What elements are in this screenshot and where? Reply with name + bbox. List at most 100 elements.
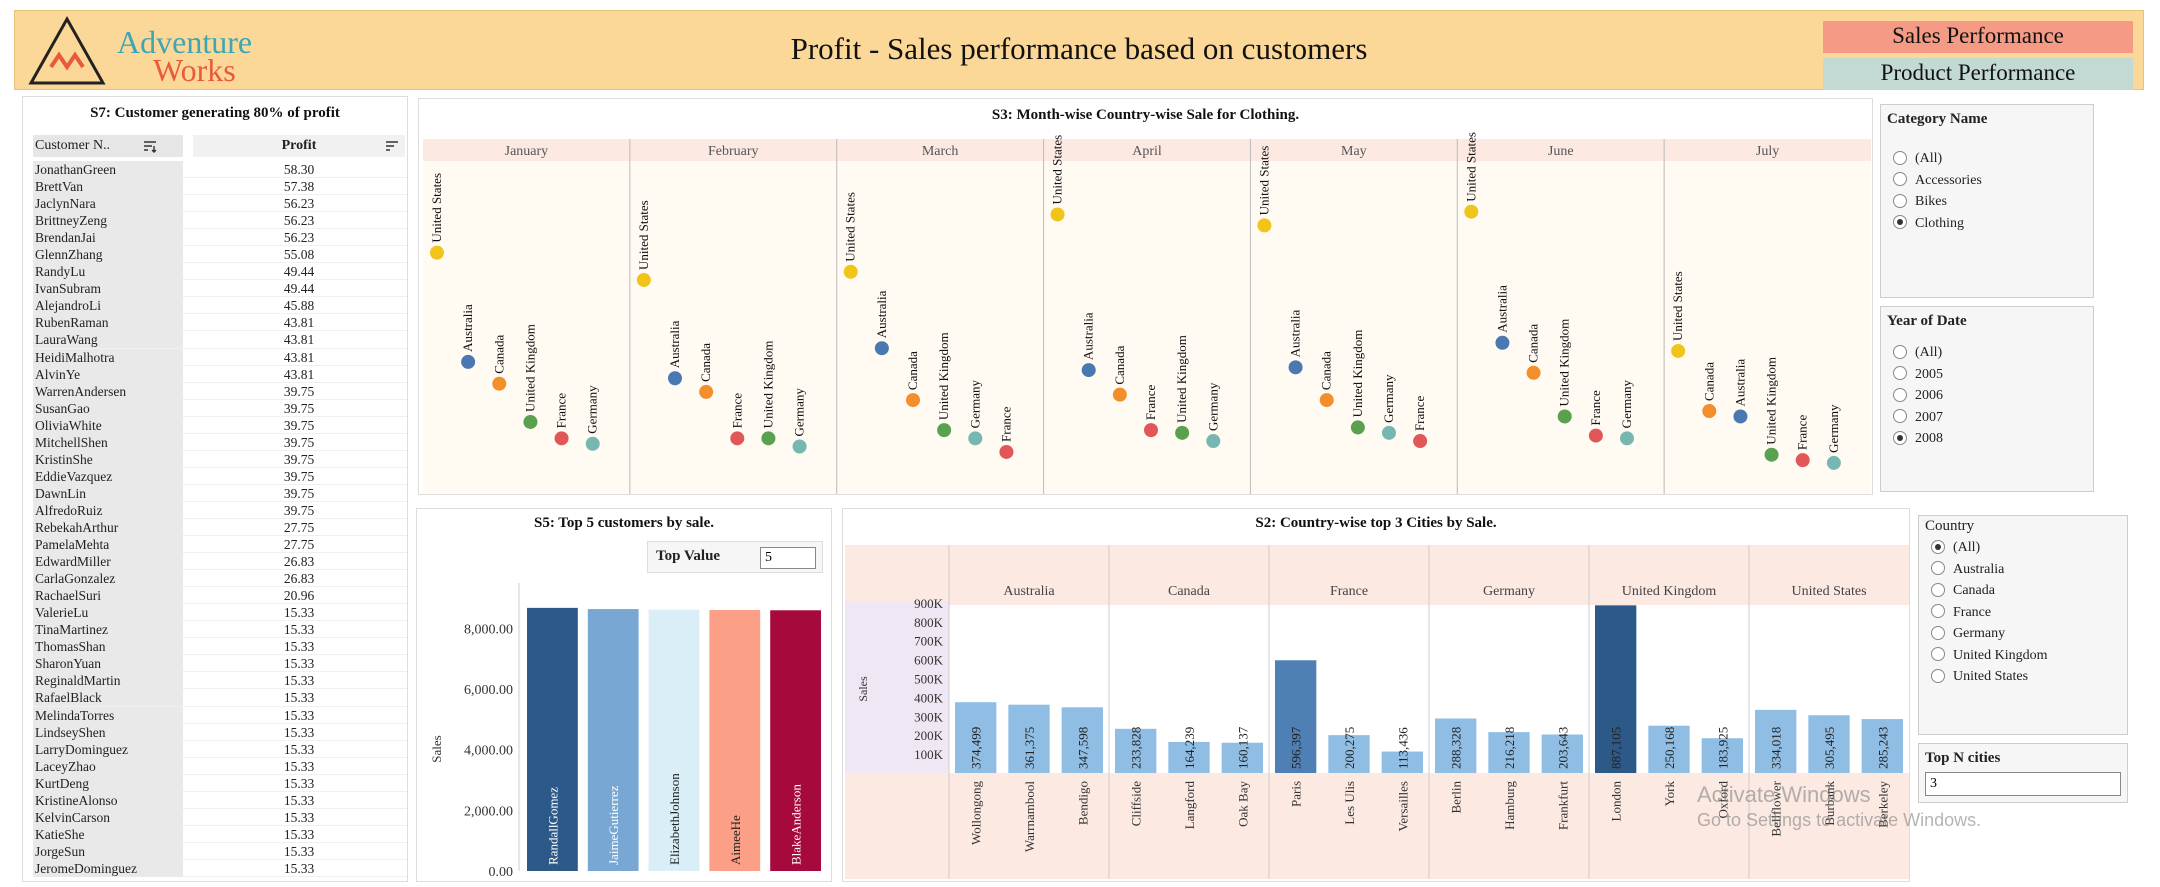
table-row[interactable]: WarrenAndersen 39.75 [33,382,407,400]
s5-bar[interactable] [648,609,700,871]
s2-bar[interactable] [1541,734,1583,773]
table-row[interactable]: BrendanJai 56.23 [33,229,407,247]
s2-bar[interactable] [1168,741,1210,773]
s3-point[interactable] [1557,409,1572,424]
s3-point[interactable] [430,245,444,260]
s3-point[interactable] [1050,207,1065,222]
s2-bar[interactable] [1488,732,1530,773]
top-n-cities-input[interactable] [1925,772,2121,796]
s3-point[interactable] [874,341,889,356]
s2-bar[interactable] [1648,725,1690,773]
s3-point[interactable] [1588,428,1603,443]
s3-point[interactable] [1671,343,1686,358]
category-option-accessories[interactable]: Accessories [1893,171,1982,191]
table-row[interactable]: KatieShe 15.33 [33,825,407,843]
s3-point[interactable] [1702,404,1717,419]
table-row[interactable]: RafaelBlack 15.33 [33,689,407,707]
year-option-2006[interactable]: 2006 [1893,386,1943,406]
s2-bar[interactable] [1275,660,1317,773]
s3-point[interactable] [554,431,569,446]
s3-point[interactable] [1826,455,1841,470]
top-value-input[interactable] [760,547,816,569]
s2-bar[interactable] [1328,735,1370,773]
table-row[interactable]: ValerieLu 15.33 [33,604,407,622]
s3-point[interactable] [1144,423,1158,438]
table-row[interactable]: EddieVazquez 39.75 [33,467,407,485]
s3-point[interactable] [1319,393,1334,408]
s5-bar[interactable] [770,610,821,871]
year-option-2007[interactable]: 2007 [1893,408,1943,428]
s3-point[interactable] [1733,409,1748,424]
table-row[interactable]: BrettVan 57.38 [33,178,407,196]
radio-icon[interactable] [1931,604,1945,619]
s3-point[interactable] [1206,434,1221,449]
s3-point[interactable] [523,414,538,429]
country-option-germany[interactable]: Germany [1931,624,2005,644]
s3-point[interactable] [843,264,858,279]
radio-icon[interactable] [1931,625,1945,640]
category-option-all[interactable]: (All) [1893,149,1942,169]
s3-point[interactable] [999,444,1014,459]
s2-bar[interactable] [1808,715,1850,773]
table-row[interactable]: KelvinCarson 15.33 [33,808,407,826]
table-row[interactable]: IvanSubram 49.44 [33,280,407,298]
radio-icon[interactable] [1931,582,1945,597]
category-option-bikes[interactable]: Bikes [1893,192,1947,212]
country-option-france[interactable]: France [1931,603,1991,623]
table-row[interactable]: SusanGao 39.75 [33,399,407,417]
s2-bar[interactable] [955,702,997,773]
table-row[interactable]: JonathanGreen 58.30 [33,161,407,179]
s3-point[interactable] [668,371,682,386]
s3-point[interactable] [1382,425,1396,440]
table-row[interactable]: HeidiMalhotra 43.81 [33,348,407,366]
s2-bar[interactable] [1061,707,1103,773]
s3-point[interactable] [636,272,651,287]
radio-icon[interactable] [1931,668,1945,683]
country-option-all[interactable]: (All) [1931,538,1980,558]
s3-point[interactable] [1620,431,1634,446]
s3-point[interactable] [1413,434,1428,449]
s2-bar[interactable] [1755,709,1797,773]
radio-icon[interactable] [1893,409,1907,424]
s3-point[interactable] [968,431,983,446]
table-row[interactable]: JeromeDominguez 15.33 [33,859,407,877]
s2-bar[interactable] [1381,751,1423,773]
radio-icon[interactable] [1893,387,1907,402]
s3-point[interactable] [937,423,952,438]
table-row[interactable]: LaceyZhao 15.33 [33,757,407,775]
s5-bar[interactable] [709,609,761,871]
s3-point[interactable] [1795,453,1810,468]
table-row[interactable]: TinaMartinez 15.33 [33,621,407,639]
table-row[interactable]: LauraWang 43.81 [33,331,407,349]
sales-performance-button[interactable]: Sales Performance [1823,21,2133,53]
s3-point[interactable] [699,384,714,399]
s3-point[interactable] [1495,335,1510,350]
s5-bar[interactable] [587,609,639,871]
s3-point[interactable] [1764,447,1779,462]
s3-point[interactable] [1464,204,1479,219]
country-option-united-kingdom[interactable]: United Kingdom [1931,646,2048,666]
table-row[interactable]: MelindaTorres 15.33 [33,706,407,724]
country-option-australia[interactable]: Australia [1931,560,2004,580]
radio-icon[interactable] [1893,193,1907,208]
s3-point[interactable] [761,431,776,446]
s3-point[interactable] [792,439,807,454]
sort-icon[interactable] [143,139,157,153]
profit-column-header[interactable]: Profit [193,135,405,157]
table-row[interactable]: PamelaMehta 27.75 [33,536,407,554]
table-row[interactable]: ThomasShan 15.33 [33,638,407,656]
s3-point[interactable] [1112,387,1127,402]
table-row[interactable]: RachaelSuri 20.96 [33,587,407,605]
s3-point[interactable] [1350,420,1365,435]
table-row[interactable]: BrittneyZeng 56.23 [33,212,407,230]
s2-bar[interactable] [1595,605,1637,773]
year-option-2005[interactable]: 2005 [1893,365,1943,385]
category-option-clothing[interactable]: Clothing [1893,214,1964,234]
s3-point[interactable] [492,376,507,391]
radio-icon[interactable] [1893,430,1907,445]
radio-icon[interactable] [1893,366,1907,381]
table-row[interactable]: LarryDominguez 15.33 [33,740,407,758]
table-row[interactable]: ReginaldMartin 15.33 [33,672,407,690]
radio-icon[interactable] [1931,539,1945,554]
s3-point[interactable] [1257,218,1272,233]
